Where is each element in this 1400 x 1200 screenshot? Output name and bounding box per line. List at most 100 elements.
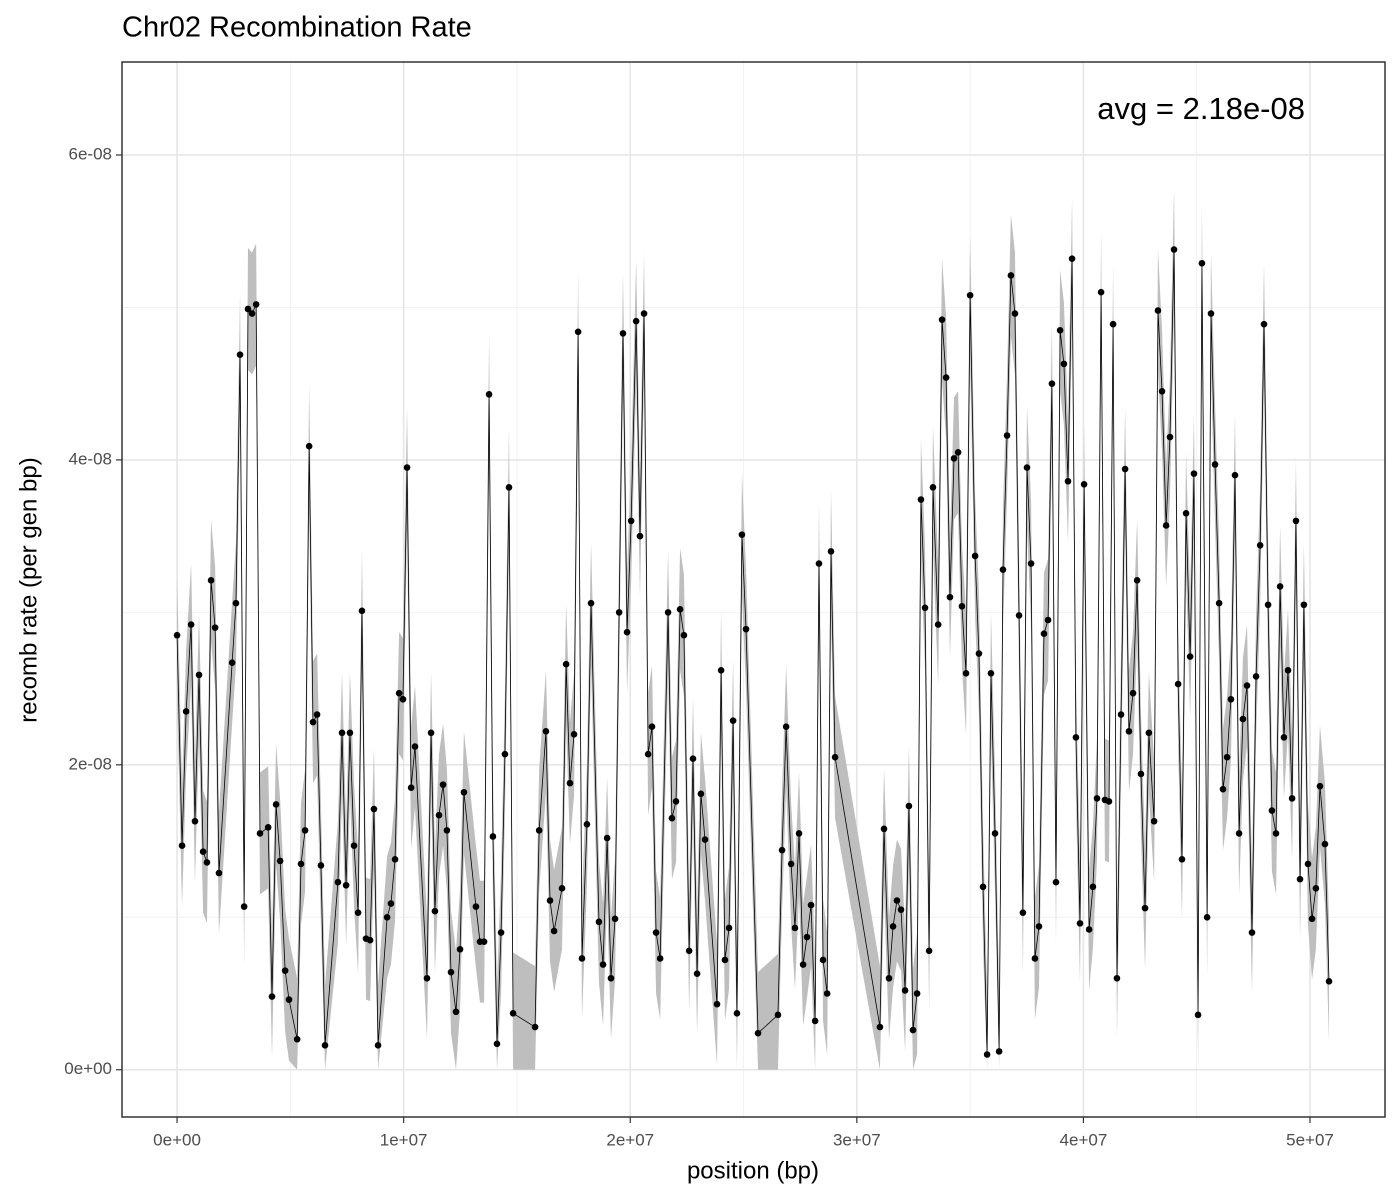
data-point — [782, 723, 790, 731]
data-point — [1031, 955, 1039, 962]
data-point — [1272, 830, 1280, 837]
data-point — [228, 659, 236, 666]
data-point — [452, 1008, 460, 1016]
data-point — [619, 330, 627, 337]
data-point — [799, 961, 807, 968]
data-point — [987, 670, 995, 677]
data-point — [615, 609, 623, 616]
data-point — [182, 708, 190, 715]
annotation: avg = 2.18e-08 — [1097, 91, 1305, 126]
data-point — [644, 750, 652, 758]
data-point — [929, 484, 937, 491]
data-point — [293, 1035, 301, 1043]
y-tick-label: 6e-08 — [69, 144, 112, 163]
data-point — [546, 897, 554, 904]
data-point — [819, 956, 827, 964]
data-point — [823, 990, 831, 997]
series-line — [176, 249, 1330, 1055]
data-point — [370, 805, 378, 813]
data-point — [1113, 974, 1121, 982]
data-point — [276, 857, 284, 865]
data-point — [925, 947, 933, 955]
data-point — [754, 1029, 762, 1037]
data-point — [252, 301, 260, 308]
data-point — [831, 753, 839, 761]
data-point — [1231, 471, 1239, 479]
data-point — [178, 842, 186, 849]
data-point — [244, 305, 252, 313]
data-point — [676, 606, 684, 613]
data-point — [954, 448, 962, 456]
x-tick-label: 4e+07 — [1060, 1130, 1108, 1149]
data-point — [313, 711, 321, 718]
data-point — [501, 750, 509, 758]
data-point — [795, 830, 803, 837]
data-point — [566, 779, 574, 787]
data-point — [950, 455, 958, 462]
data-point — [1170, 246, 1178, 253]
data-point — [1109, 320, 1117, 328]
data-point — [354, 909, 362, 917]
data-point — [248, 310, 256, 317]
data-point — [1300, 601, 1308, 609]
data-point — [309, 718, 317, 726]
data-point — [1093, 795, 1101, 802]
data-point — [207, 577, 215, 584]
data-point — [1166, 433, 1174, 441]
data-point — [1211, 461, 1219, 468]
data-point — [460, 788, 468, 796]
data-point — [999, 566, 1007, 573]
data-point — [1280, 734, 1288, 741]
data-point — [1023, 464, 1031, 471]
data-point — [173, 631, 181, 639]
data-point — [334, 878, 342, 886]
data-point — [1080, 481, 1088, 488]
data-point — [656, 955, 664, 962]
y-tick-label: 2e-08 — [69, 754, 112, 773]
data-point — [1239, 715, 1247, 723]
data-point — [803, 933, 811, 941]
data-point — [232, 599, 240, 607]
data-point — [480, 938, 488, 945]
data-point — [1308, 915, 1316, 923]
data-point — [636, 532, 644, 540]
data-point — [713, 1000, 721, 1008]
data-point — [1085, 926, 1093, 933]
data-point — [1137, 770, 1145, 778]
data-point — [1190, 470, 1198, 477]
data-point — [301, 827, 309, 834]
data-point — [966, 291, 974, 299]
data-point — [893, 897, 901, 904]
data-point — [587, 599, 595, 607]
data-point — [395, 689, 403, 697]
chart-title: Chr02 Recombination Rate — [122, 12, 472, 44]
data-point — [1248, 929, 1256, 936]
data-point — [1117, 711, 1125, 718]
data-point — [623, 628, 631, 636]
data-point — [1052, 878, 1060, 886]
data-point — [1207, 310, 1215, 317]
data-point — [317, 862, 325, 869]
data-point — [742, 625, 750, 633]
data-point — [685, 947, 693, 955]
data-point — [350, 842, 358, 849]
data-point — [374, 1042, 382, 1049]
data-point — [1003, 432, 1011, 439]
data-point — [1312, 885, 1320, 892]
data-point — [1296, 875, 1304, 883]
data-point — [1276, 583, 1284, 590]
x-tick-label: 3e+07 — [833, 1130, 881, 1149]
data-point — [366, 936, 374, 944]
data-point — [562, 660, 570, 668]
data-point — [1158, 388, 1166, 395]
data-point — [979, 883, 987, 891]
data-point — [203, 859, 211, 866]
data-point — [1145, 729, 1153, 737]
data-point — [909, 1026, 917, 1034]
data-point — [807, 901, 815, 909]
data-point — [1219, 785, 1227, 793]
data-point — [1035, 923, 1043, 930]
data-point — [383, 913, 391, 921]
data-point — [431, 907, 439, 915]
data-point — [1064, 477, 1072, 485]
